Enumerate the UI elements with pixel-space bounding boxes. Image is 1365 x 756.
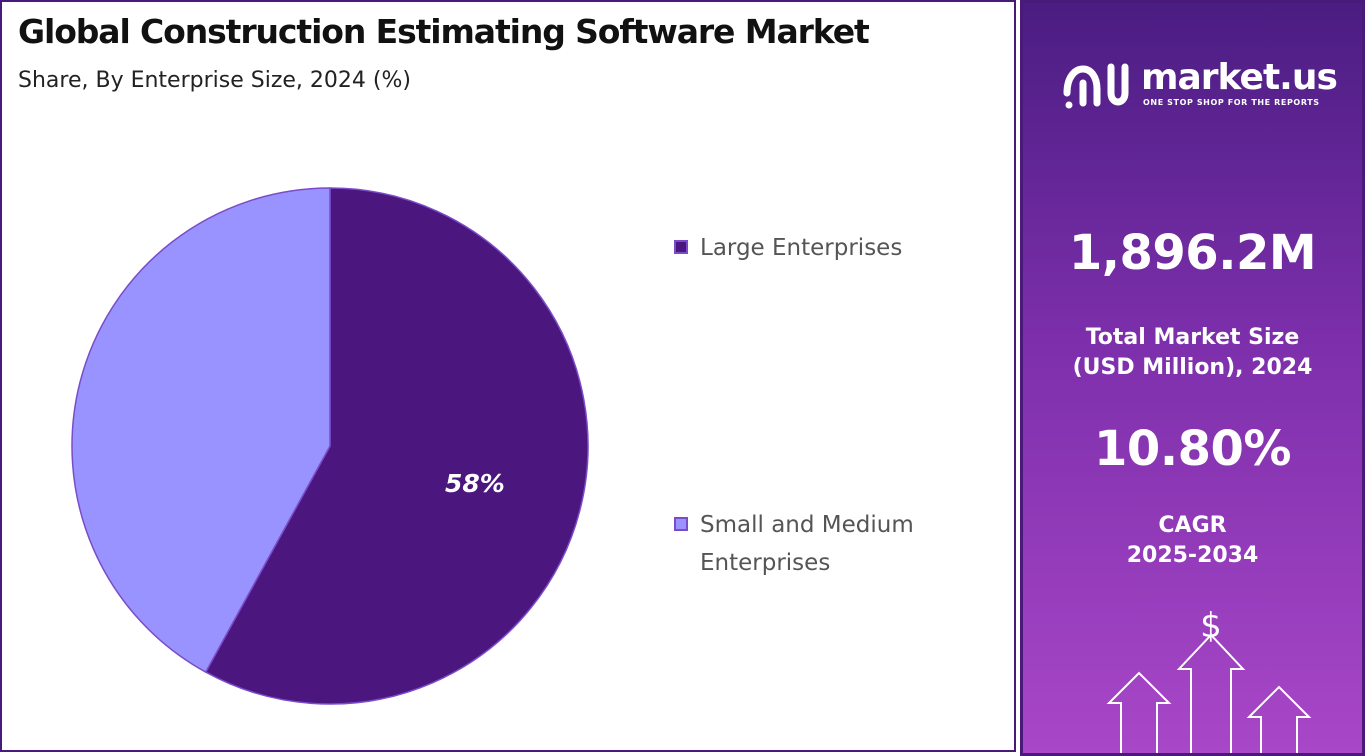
growth-arrows-icon: $ [1106, 606, 1312, 753]
stats-panel: market.us ONE STOP SHOP FOR THE REPORTS … [1020, 0, 1365, 756]
brand-tagline: ONE STOP SHOP FOR THE REPORTS [1143, 98, 1320, 107]
legend-swatch [674, 517, 688, 531]
brand-name: market.us [1141, 57, 1338, 98]
pie-chart: 58% [71, 187, 589, 705]
dollar-icon: $ [1200, 606, 1222, 646]
market-size-label-line2: (USD Million), 2024 [1072, 355, 1313, 380]
cagr-value: 10.80% [1094, 421, 1291, 477]
cagr-label-line1: CAGR [1158, 513, 1227, 538]
chart-subtitle: Share, By Enterprise Size, 2024 (%) [18, 68, 411, 93]
chart-title: Global Construction Estimating Software … [18, 12, 870, 51]
market-size-value: 1,896.2M [1068, 225, 1317, 281]
cagr-label-line2: 2025-2034 [1126, 543, 1259, 568]
legend-label: Small and Medium Enterprises [700, 512, 914, 576]
market-size-label-line1: Total Market Size [1085, 325, 1300, 350]
legend-swatch [674, 240, 688, 254]
legend-label: Large Enterprises [700, 235, 903, 261]
pie-data-label: 58% [445, 469, 505, 498]
pie-slice-large-enterprises [204, 187, 589, 705]
market-us-logo-icon [1063, 63, 1129, 109]
chart-panel: Global Construction Estimating Software … [0, 0, 1016, 752]
pie-slice-small-and-medium-enterprises [71, 187, 331, 674]
